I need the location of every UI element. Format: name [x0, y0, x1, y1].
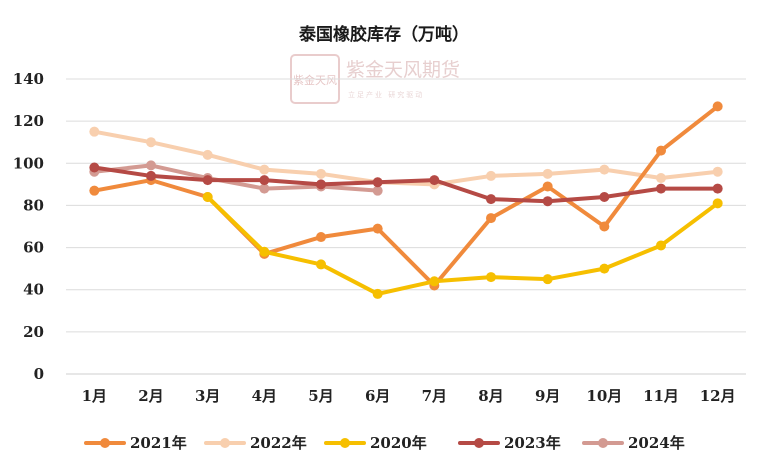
- data-point: [486, 272, 496, 283]
- data-point: [372, 185, 383, 196]
- x-tick-label: 6月: [365, 387, 390, 405]
- data-point: [372, 288, 383, 299]
- series-2020年: [202, 192, 723, 299]
- legend-label: 2023年: [504, 434, 561, 452]
- data-point: [259, 183, 270, 194]
- y-tick-label: 100: [13, 154, 44, 172]
- x-tick-label: 7月: [422, 387, 447, 405]
- data-point: [599, 192, 610, 202]
- legend-item: 2024年: [582, 434, 685, 452]
- series-2024年: [89, 160, 383, 196]
- x-tick-label: 8月: [478, 387, 503, 405]
- series-2023年: [89, 162, 723, 207]
- series-line: [92, 165, 720, 204]
- data-point: [259, 246, 270, 257]
- data-point: [656, 173, 666, 184]
- data-point: [486, 170, 496, 181]
- data-point: [599, 221, 610, 232]
- legend-item: 2022年: [204, 434, 307, 452]
- data-point: [542, 196, 553, 207]
- legend-item: 2020年: [324, 434, 427, 452]
- y-tick-label: 80: [23, 196, 44, 214]
- data-point: [599, 263, 610, 274]
- x-tick-label: 5月: [308, 387, 333, 405]
- data-point: [429, 276, 440, 287]
- x-tick-label: 12月: [700, 387, 736, 405]
- y-tick-label: 20: [23, 323, 44, 341]
- data-point: [259, 164, 270, 175]
- legend: 2021年 2022年 2020年 2023年 2024年: [84, 434, 685, 452]
- legend-label: 2021年: [130, 434, 187, 452]
- data-point: [316, 168, 326, 179]
- y-axis-ticks: 0 20 40 60 80 100 120 140: [13, 70, 44, 383]
- y-tick-label: 60: [23, 239, 44, 257]
- legend-item: 2021年: [84, 434, 187, 452]
- series-group: [89, 101, 723, 299]
- data-point: [202, 149, 213, 160]
- watermark-name: 紫金天风期货: [346, 59, 460, 81]
- series-line: [92, 163, 380, 193]
- x-tick-label: 10月: [586, 387, 622, 405]
- chart-title: 泰国橡胶库存（万吨）: [299, 24, 469, 45]
- gridlines: [66, 78, 746, 375]
- data-point: [316, 179, 326, 190]
- data-point: [146, 170, 156, 181]
- x-tick-label: 1月: [82, 387, 107, 405]
- data-point: [712, 183, 723, 194]
- y-tick-label: 120: [13, 112, 44, 130]
- series-line: [205, 195, 720, 296]
- data-point: [202, 192, 213, 202]
- legend-marker: [220, 438, 230, 448]
- watermark-slogan: 立足产业 研究驱动: [348, 90, 424, 99]
- x-tick-label: 4月: [252, 387, 277, 405]
- data-point: [486, 213, 496, 224]
- data-point: [712, 198, 723, 209]
- legend-item: 2023年: [458, 434, 561, 452]
- data-point: [429, 175, 440, 186]
- data-point: [202, 175, 213, 186]
- series-line: [92, 129, 720, 187]
- data-point: [656, 240, 666, 251]
- legend-label: 2022年: [250, 434, 307, 452]
- y-tick-label: 140: [13, 70, 44, 88]
- legend-marker: [474, 438, 484, 448]
- watermark-logo-text: 紫金天风: [293, 73, 337, 87]
- data-point: [656, 183, 666, 194]
- data-point: [89, 162, 100, 173]
- x-tick-label: 9月: [535, 387, 560, 405]
- data-point: [542, 274, 553, 285]
- y-tick-label: 0: [34, 365, 44, 383]
- series-2021年: [89, 101, 723, 291]
- x-tick-label: 2月: [138, 387, 163, 405]
- legend-marker: [100, 438, 110, 448]
- x-axis-ticks: 1月 2月 3月 4月 5月 6月 7月 8月 9月 10月 11月 12月: [82, 387, 736, 405]
- data-point: [599, 164, 610, 175]
- watermark: 紫金天风 紫金天风期货 立足产业 研究驱动: [290, 54, 460, 104]
- data-point: [372, 177, 383, 188]
- data-point: [656, 145, 666, 156]
- data-point: [316, 232, 326, 243]
- y-tick-label: 40: [23, 281, 44, 299]
- x-tick-label: 3月: [195, 387, 220, 405]
- data-point: [259, 175, 270, 186]
- data-point: [89, 185, 100, 196]
- data-point: [372, 223, 383, 234]
- legend-marker: [340, 438, 350, 448]
- series-line: [92, 104, 720, 288]
- data-point: [89, 126, 100, 137]
- data-point: [712, 101, 723, 112]
- data-point: [542, 168, 553, 179]
- data-point: [486, 194, 496, 205]
- data-point: [146, 137, 156, 148]
- legend-label: 2020年: [370, 434, 427, 452]
- legend-marker: [598, 438, 608, 448]
- data-point: [542, 181, 553, 192]
- legend-label: 2024年: [628, 434, 685, 452]
- data-point: [712, 166, 723, 177]
- x-tick-label: 11月: [643, 387, 679, 405]
- data-point: [316, 259, 326, 270]
- data-point: [146, 160, 156, 171]
